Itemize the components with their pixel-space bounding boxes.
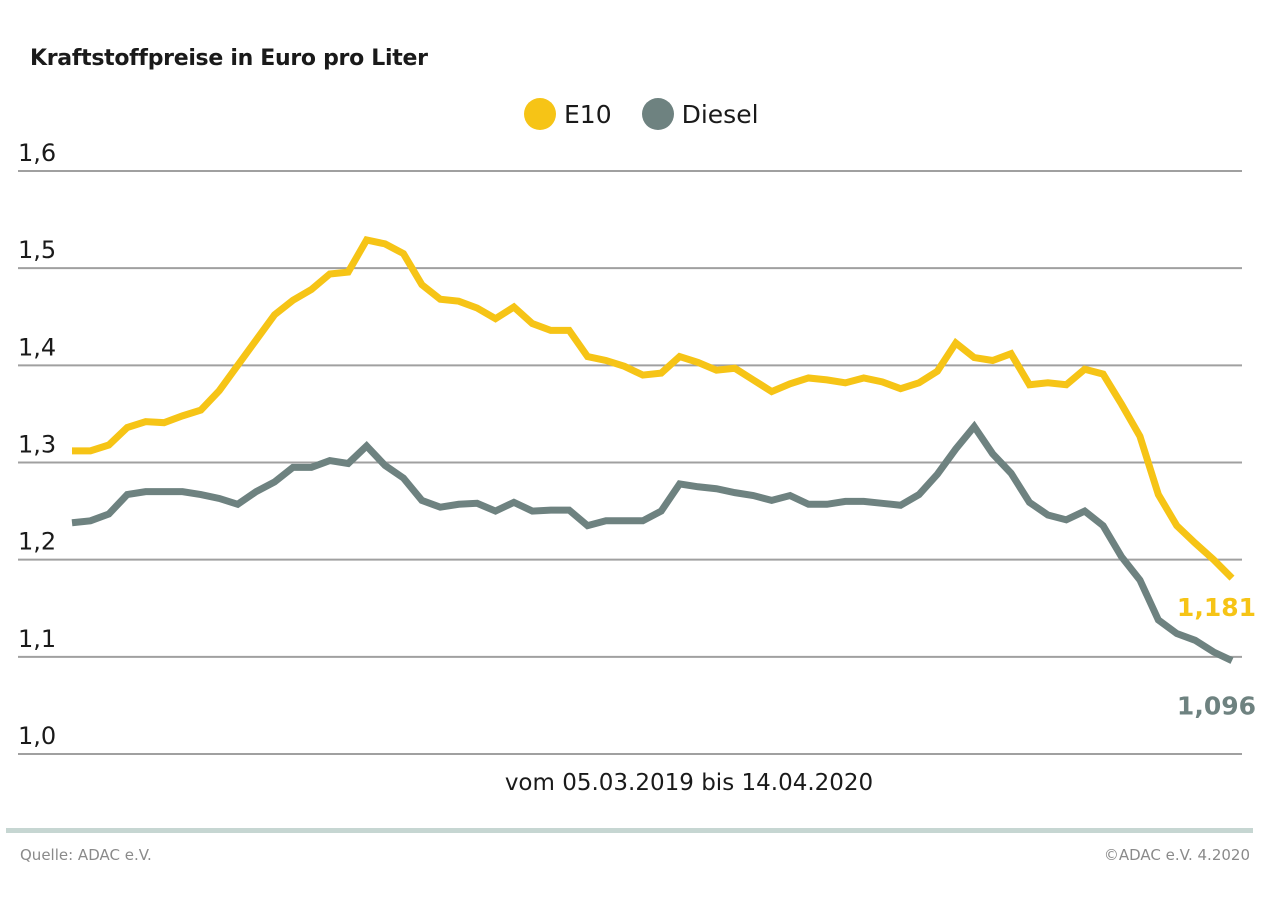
y-tick-label: 1,0 <box>18 722 56 750</box>
legend-swatch-e10 <box>524 98 556 130</box>
x-axis-label: vom 05.03.2019 bis 14.04.2020 <box>504 770 874 796</box>
source-note: Quelle: ADAC e.V. <box>20 846 152 864</box>
series-line-e10 <box>72 236 1235 581</box>
y-tick-label: 1,1 <box>18 625 56 653</box>
legend: E10 Diesel <box>524 98 789 130</box>
chart-title: Kraftstoffpreise in Euro pro Liter <box>30 46 428 71</box>
y-tick-label: 1,5 <box>18 236 56 264</box>
y-tick-label: 1,4 <box>18 333 56 361</box>
y-tick-label: 1,6 <box>18 139 56 167</box>
legend-swatch-diesel <box>641 98 674 130</box>
end-value-label-e10: 1,181 <box>1177 593 1256 622</box>
series-line-diesel <box>71 420 1234 664</box>
legend-label-diesel: Diesel <box>681 99 759 129</box>
bottom-divider <box>6 828 1253 833</box>
end-value-label-diesel: 1,096 <box>1177 692 1256 721</box>
legend-item-e10: E10 <box>524 98 612 130</box>
legend-item-diesel: Diesel <box>641 98 759 130</box>
y-tick-label: 1,2 <box>18 528 56 556</box>
copyright-note: ©ADAC e.V. 4.2020 <box>1103 846 1250 864</box>
legend-label-e10: E10 <box>564 99 612 129</box>
y-tick-label: 1,3 <box>18 431 56 459</box>
